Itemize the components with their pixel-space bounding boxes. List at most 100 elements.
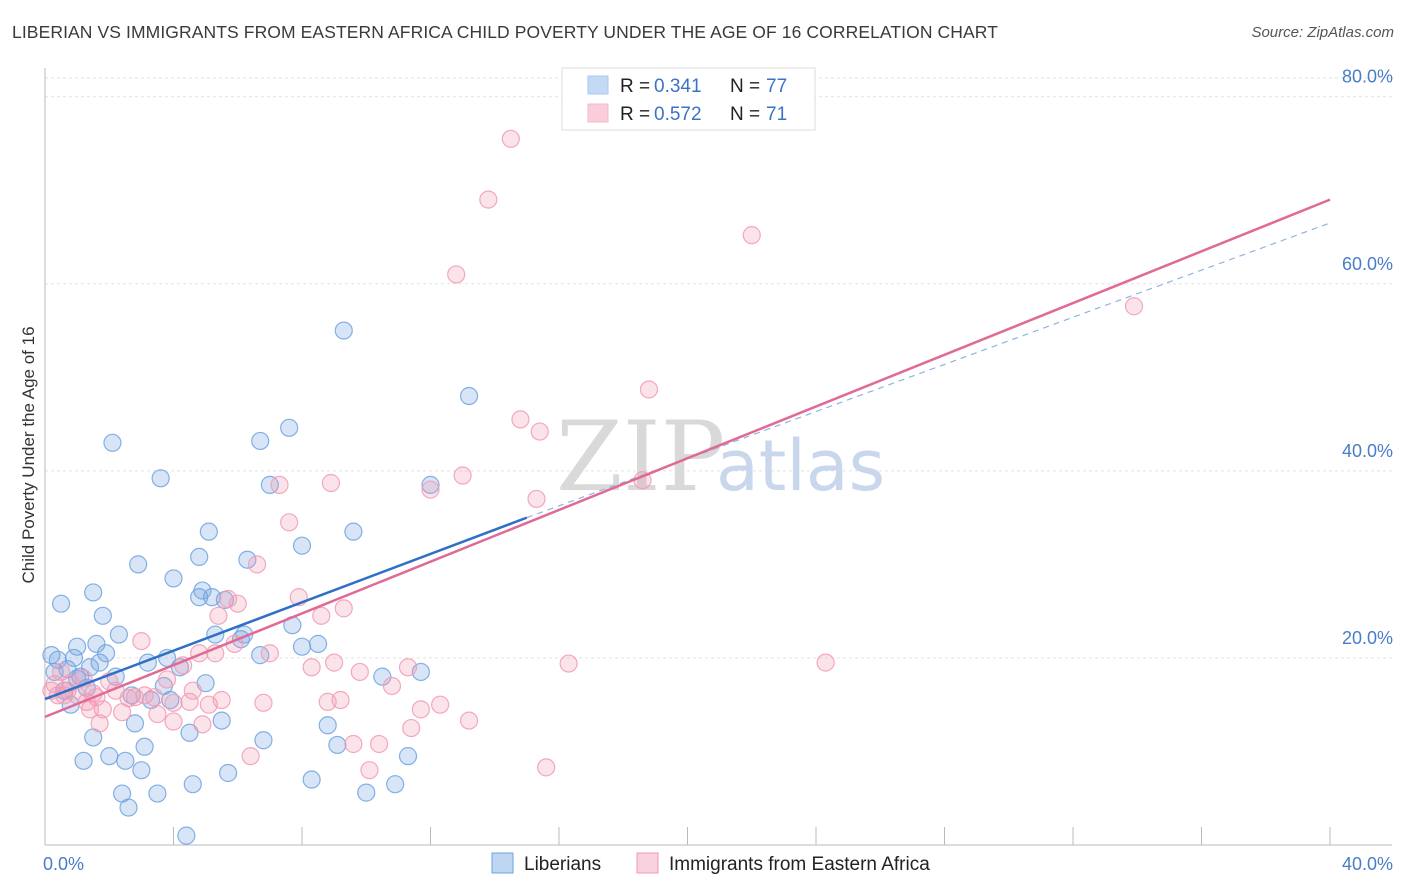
bottom-legend-label-0: Liberians	[524, 854, 601, 875]
point-series0-11	[74, 751, 93, 770]
point-series1-58	[398, 658, 418, 677]
point-series1-44	[280, 513, 299, 532]
point-series1-49	[321, 473, 341, 493]
point-series1-41	[254, 693, 273, 712]
point-series0-66	[308, 634, 328, 653]
point-series1-31	[193, 715, 212, 734]
bottom-legend-label-1: Immigrants from Eastern Africa	[669, 854, 930, 875]
point-series0-71	[357, 783, 376, 802]
point-series1-76	[816, 653, 835, 672]
point-series0-46	[193, 581, 212, 600]
point-series0-9	[68, 637, 87, 656]
point-series1-24	[157, 670, 177, 689]
point-series1-72	[559, 654, 578, 673]
point-series0-42	[180, 723, 199, 742]
point-series0-34	[148, 784, 167, 803]
point-series1-61	[421, 480, 440, 499]
point-series0-41	[177, 826, 196, 845]
point-series0-75	[421, 475, 440, 494]
point-series0-72	[373, 667, 392, 686]
point-series0-65	[302, 770, 321, 789]
point-series0-76	[459, 386, 479, 406]
legend-swatch-1	[587, 103, 609, 123]
axes	[44, 68, 1392, 846]
point-series0-63	[292, 637, 312, 656]
point-series1-55	[360, 761, 379, 780]
point-series1-53	[344, 734, 363, 754]
y-tick-label-2: 60.0%	[1342, 254, 1393, 274]
source-label: Source: ZipAtlas.com	[1251, 24, 1394, 41]
point-series0-77	[386, 775, 405, 794]
legend-r-value-0: 0.341	[654, 76, 702, 97]
legend: R = 0.341 N = 77 R = 0.572 N = 71	[561, 67, 816, 131]
point-series0-17	[90, 653, 109, 672]
point-series0-18	[93, 606, 112, 625]
bottom-legend-swatch-0	[491, 852, 514, 874]
point-series0-23	[109, 625, 128, 644]
point-series1-35	[212, 690, 231, 710]
point-series1-46	[302, 658, 321, 677]
point-series1-59	[402, 718, 421, 738]
point-series0-31	[135, 737, 154, 756]
x-tick-label-1: 40.0%	[1342, 854, 1393, 874]
watermark-atlas: atlas	[716, 425, 885, 507]
scatter-points	[42, 129, 1144, 845]
point-series0-69	[334, 321, 353, 340]
point-series0-60	[260, 475, 279, 494]
point-series1-29	[183, 681, 202, 700]
legend-swatch-0	[587, 75, 609, 95]
point-series0-48	[199, 522, 218, 541]
legend-n-label-1: N =	[730, 104, 760, 125]
point-series1-50	[325, 653, 344, 672]
point-series1-13	[90, 714, 109, 733]
point-series1-71	[537, 758, 556, 777]
point-series0-51	[212, 711, 231, 730]
point-series1-23	[148, 704, 167, 724]
point-series0-56	[238, 550, 257, 569]
point-series0-59	[254, 731, 273, 750]
point-series1-14	[93, 700, 112, 719]
point-series1-74	[639, 380, 659, 399]
point-series1-70	[530, 422, 549, 441]
point-series1-54	[350, 662, 369, 682]
legend-r-label-1: R =	[620, 104, 650, 125]
point-series0-70	[344, 522, 363, 541]
point-series1-20	[132, 631, 151, 651]
legend-n-label-0: N =	[730, 76, 760, 97]
point-series0-21	[103, 433, 122, 452]
legend-n-value-1: 71	[766, 104, 787, 125]
point-series0-30	[132, 761, 151, 780]
point-series0-26	[119, 798, 138, 817]
point-series0-64	[292, 536, 312, 555]
point-series0-14	[84, 583, 103, 602]
bottom-legend-swatch-1	[636, 852, 659, 874]
point-series0-28	[125, 714, 145, 733]
point-series1-69	[527, 489, 546, 509]
point-series1-56	[370, 734, 389, 754]
point-series0-73	[398, 747, 418, 766]
point-series1-26	[164, 712, 183, 731]
point-series0-19	[96, 644, 116, 663]
point-series0-25	[116, 751, 135, 770]
y-axis-label: Child Poverty Under the Age of 16	[19, 326, 38, 583]
point-series1-47	[312, 606, 331, 625]
point-series1-51	[331, 690, 350, 710]
point-series0-39	[164, 569, 183, 588]
trend-line-series1	[44, 198, 1331, 719]
point-series1-68	[511, 410, 530, 429]
point-series0-43	[183, 775, 202, 794]
point-series0-61	[280, 418, 299, 437]
point-series1-39	[241, 747, 260, 766]
point-series0-67	[318, 716, 337, 735]
point-series1-22	[145, 688, 164, 707]
trend-line-series0	[44, 516, 528, 701]
point-series1-64	[453, 466, 472, 485]
point-series0-53	[219, 763, 238, 783]
point-series0-29	[129, 555, 148, 574]
point-series1-66	[479, 190, 498, 209]
point-series1-57	[382, 676, 402, 696]
bottom-legend: Liberians Immigrants from Eastern Africa	[491, 852, 930, 875]
point-series1-36	[219, 589, 238, 609]
point-series0-44	[190, 547, 209, 567]
trend-lines	[44, 198, 1331, 719]
